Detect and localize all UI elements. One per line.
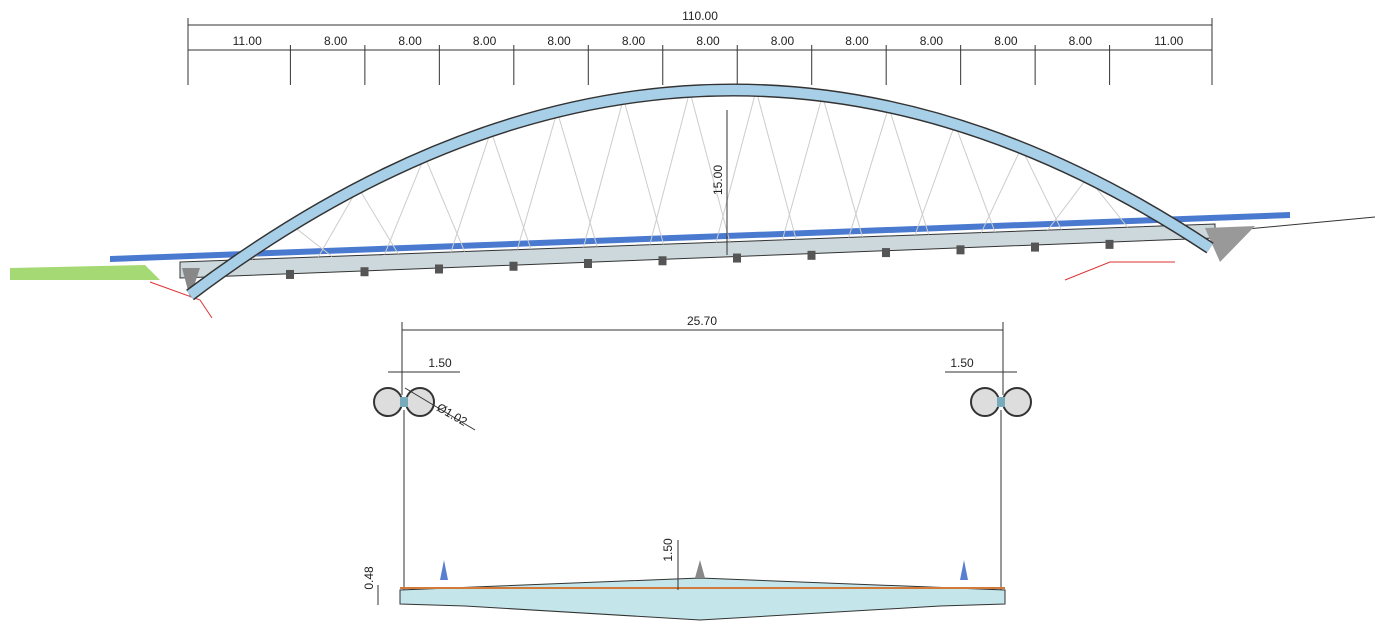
bridge-drawing: 110.00 11.00 8.00 8.00 8.00 8.00 8.00 8.00 8.00… [0, 0, 1378, 626]
hanger [358, 188, 398, 254]
terrain-line [1065, 262, 1175, 280]
hanger [557, 112, 597, 247]
hanger [889, 107, 929, 235]
cross-beam [361, 267, 369, 276]
median-barrier [695, 560, 705, 578]
span-length: 8.00 [547, 34, 571, 48]
tube-link [400, 397, 408, 407]
arch-rise: 15.00 [711, 165, 725, 195]
cross-beam [1031, 243, 1039, 252]
deck-section [400, 578, 1005, 620]
arch-tube [1003, 388, 1031, 416]
cross-beam [882, 248, 890, 257]
span-length: 8.00 [398, 34, 422, 48]
cross-beam [659, 256, 667, 265]
hanger [981, 148, 1021, 233]
span-length: 8.00 [696, 34, 720, 48]
span-length: 11.00 [1154, 34, 1183, 48]
span-length: 8.00 [622, 34, 646, 48]
span-dimensions: 11.00 8.00 8.00 8.00 8.00 8.00 8.00 8.00 8.00 8.0… [188, 18, 1212, 85]
cross-beam [808, 251, 816, 260]
center-height: 1.50 [661, 538, 675, 562]
span-length: 8.00 [324, 34, 348, 48]
hanger [650, 91, 690, 244]
tube-link [997, 397, 1005, 407]
hanger [624, 98, 664, 244]
hanger [491, 131, 531, 249]
embankment [10, 265, 160, 280]
arch-tube [971, 388, 999, 416]
tube-diameter: Ø1.02 [434, 400, 470, 429]
arch-tube [406, 388, 434, 416]
hanger [756, 90, 796, 239]
cross-beam [733, 254, 741, 263]
hanger [425, 156, 465, 251]
span-length: 8.00 [771, 34, 795, 48]
span-length: 11.00 [233, 34, 262, 48]
cross-beam [957, 245, 965, 254]
left-offset: 1.50 [428, 356, 452, 370]
span-length: 8.00 [473, 34, 497, 48]
right-offset: 1.50 [950, 356, 974, 370]
hanger [849, 107, 889, 238]
hanger [584, 98, 624, 247]
cross-beam [1106, 240, 1114, 249]
hanger [782, 96, 822, 240]
hanger [822, 96, 862, 237]
cross-beam [286, 270, 294, 279]
cross-beam [584, 259, 592, 268]
hanger [915, 124, 955, 235]
cross-beam [510, 262, 518, 271]
span-length: 8.00 [1069, 34, 1093, 48]
edge-depth: 0.48 [362, 566, 376, 590]
overall-length: 110.00 [682, 9, 718, 23]
span-length: 8.00 [845, 34, 869, 48]
deck-width: 25.70 [687, 314, 717, 328]
span-length: 8.00 [994, 34, 1018, 48]
span-length: 8.00 [920, 34, 944, 48]
cross-beam [435, 264, 443, 273]
arch-tube [374, 388, 402, 416]
hanger [517, 112, 557, 250]
